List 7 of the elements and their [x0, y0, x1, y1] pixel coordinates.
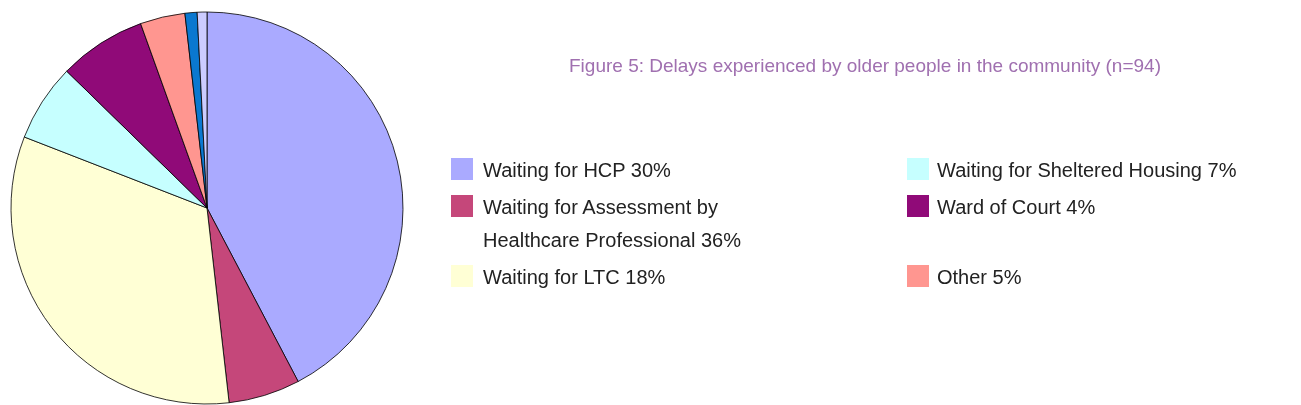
legend-label: Ward of Court 4% [937, 196, 1096, 218]
legend-label: Waiting for Sheltered Housing 7% [937, 159, 1237, 181]
legend-label: Waiting for HCP 30% [483, 159, 672, 181]
legend-label: Waiting for LTC 18% [483, 266, 666, 288]
text: Figure 5: Delays experienced by older people in the community (n=94) [569, 55, 1161, 76]
legend-label: Waiting for Assessment by Healthcare Professional 36% [483, 196, 742, 251]
legend-label: Other 5% [937, 266, 1022, 288]
